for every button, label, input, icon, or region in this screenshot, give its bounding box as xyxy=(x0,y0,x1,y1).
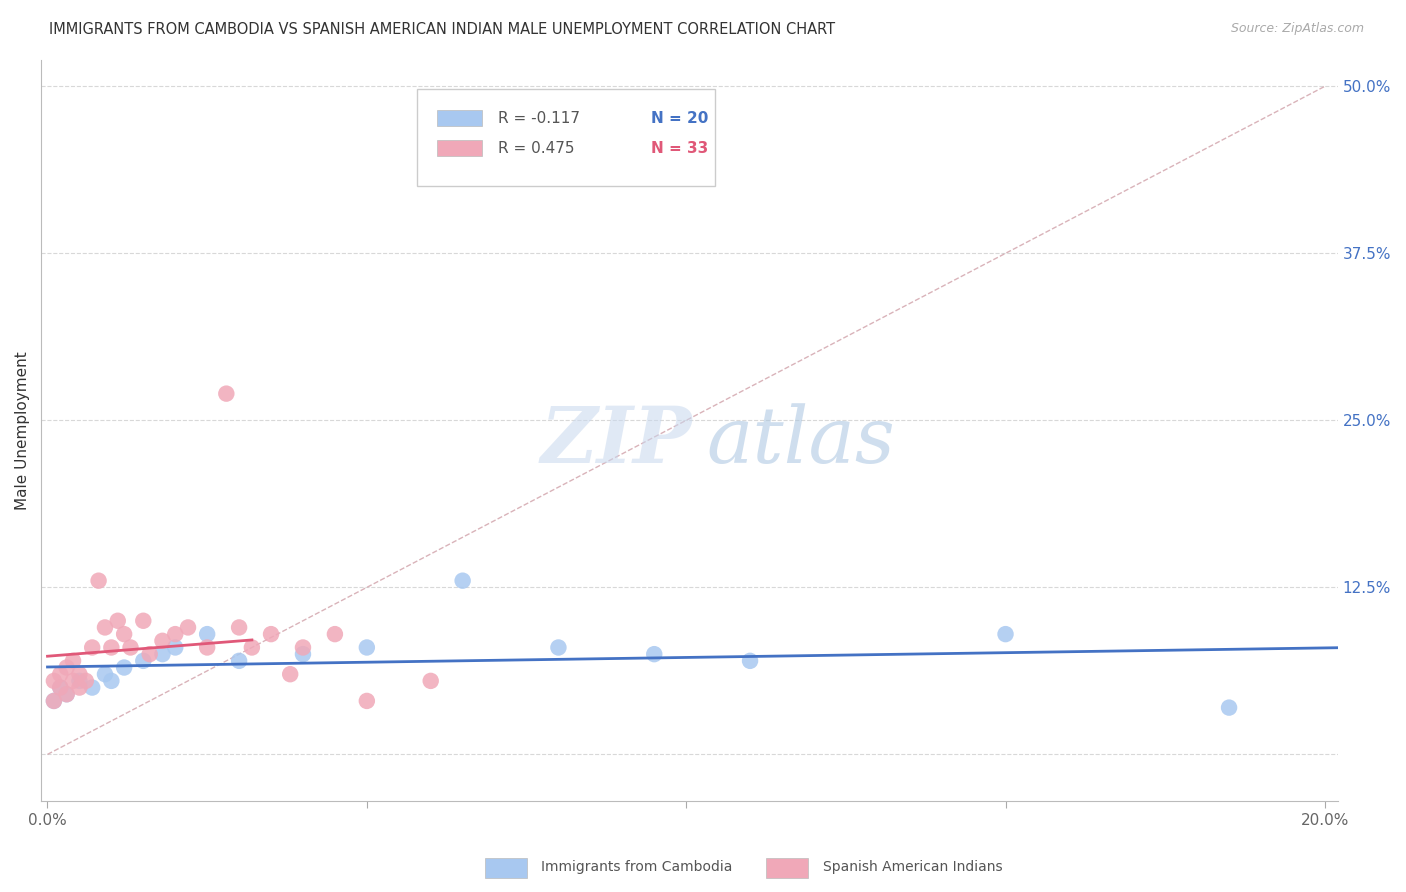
Point xyxy=(195,627,218,641)
Text: N = 33: N = 33 xyxy=(651,141,709,156)
Point xyxy=(42,694,65,708)
Point xyxy=(55,660,77,674)
Point xyxy=(165,627,187,641)
Point xyxy=(994,627,1017,641)
Point xyxy=(67,681,90,695)
Point xyxy=(195,640,218,655)
Point xyxy=(356,640,378,655)
Text: R = 0.475: R = 0.475 xyxy=(498,141,574,156)
Point xyxy=(100,640,122,655)
Point xyxy=(547,640,569,655)
Point xyxy=(643,647,665,661)
Point xyxy=(228,654,250,668)
Point xyxy=(107,614,129,628)
Point xyxy=(42,694,65,708)
FancyBboxPatch shape xyxy=(436,110,482,127)
Point xyxy=(738,654,761,668)
Point xyxy=(82,681,104,695)
Text: Spanish American Indians: Spanish American Indians xyxy=(823,860,1002,874)
Point xyxy=(138,647,160,661)
Point xyxy=(94,620,117,634)
Point xyxy=(356,694,378,708)
Point xyxy=(49,681,72,695)
Point xyxy=(291,647,314,661)
Point xyxy=(112,627,135,641)
Point xyxy=(67,667,90,681)
Point xyxy=(75,673,97,688)
Point xyxy=(419,673,441,688)
Point xyxy=(100,673,122,688)
Text: atlas: atlas xyxy=(706,403,896,480)
Point xyxy=(55,687,77,701)
Point xyxy=(240,640,263,655)
Point xyxy=(49,667,72,681)
Point xyxy=(132,654,155,668)
Y-axis label: Male Unemployment: Male Unemployment xyxy=(15,351,30,509)
Point xyxy=(62,673,84,688)
Text: R = -0.117: R = -0.117 xyxy=(498,112,579,127)
Point xyxy=(112,660,135,674)
Point xyxy=(132,614,155,628)
Point xyxy=(62,654,84,668)
Point xyxy=(323,627,346,641)
Point xyxy=(451,574,474,588)
Point xyxy=(55,687,77,701)
Point xyxy=(82,640,104,655)
Text: N = 20: N = 20 xyxy=(651,112,709,127)
Point xyxy=(1218,700,1240,714)
FancyBboxPatch shape xyxy=(418,89,716,186)
Point xyxy=(87,574,110,588)
Point xyxy=(94,667,117,681)
Point xyxy=(152,633,174,648)
Point xyxy=(67,673,90,688)
Point xyxy=(165,640,187,655)
Point xyxy=(42,673,65,688)
Text: IMMIGRANTS FROM CAMBODIA VS SPANISH AMERICAN INDIAN MALE UNEMPLOYMENT CORRELATIO: IMMIGRANTS FROM CAMBODIA VS SPANISH AMER… xyxy=(49,22,835,37)
Point xyxy=(228,620,250,634)
Point xyxy=(215,386,238,401)
Point xyxy=(278,667,301,681)
Point xyxy=(49,681,72,695)
FancyBboxPatch shape xyxy=(436,140,482,156)
Point xyxy=(177,620,200,634)
Point xyxy=(260,627,283,641)
Point xyxy=(291,640,314,655)
Point xyxy=(152,647,174,661)
Point xyxy=(120,640,142,655)
Text: ZIP: ZIP xyxy=(541,403,692,480)
Text: Source: ZipAtlas.com: Source: ZipAtlas.com xyxy=(1230,22,1364,36)
Text: Immigrants from Cambodia: Immigrants from Cambodia xyxy=(541,860,733,874)
